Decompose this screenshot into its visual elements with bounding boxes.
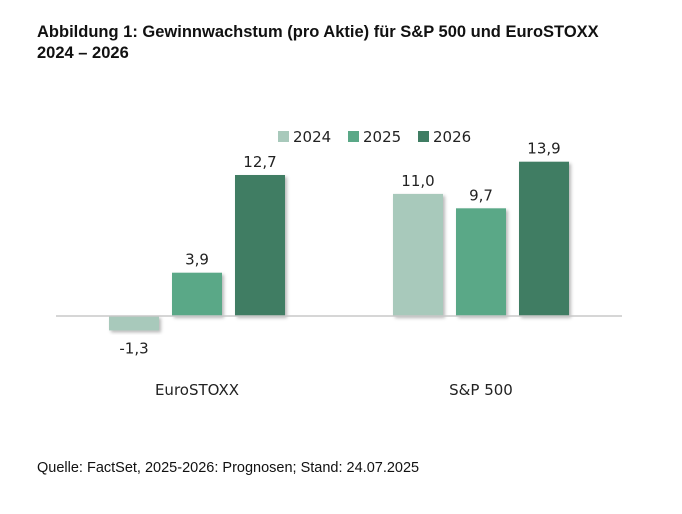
data-label-s-p-500-2025: 9,7 [469, 186, 493, 204]
chart-title-line2: 2024 – 2026 [37, 44, 129, 62]
data-label-s-p-500-2024: 11,0 [401, 172, 434, 190]
legend-swatch-2026 [418, 131, 429, 142]
chart-title-line1: Abbildung 1: Gewinnwachstum (pro Aktie) … [37, 23, 599, 41]
bar-eurostoxx-2026 [235, 175, 285, 316]
bar-eurostoxx-2025 [172, 272, 222, 316]
bar-s-p-500-2025 [456, 208, 506, 316]
legend-label-2024: 2024 [293, 128, 331, 146]
legend-label-2026: 2026 [433, 128, 471, 146]
chart-title: Abbildung 1: Gewinnwachstum (pro Aktie) … [37, 22, 667, 64]
chart-legend: 2024 2025 2026 [278, 128, 471, 146]
data-label-s-p-500-2026: 13,9 [527, 140, 560, 158]
x-axis-tick-labels: EuroSTOXX S&P 500 [155, 381, 513, 399]
data-label-eurostoxx-2025: 3,9 [185, 251, 209, 269]
source-note: Quelle: FactSet, 2025-2026: Prognosen; S… [37, 460, 420, 476]
data-label-eurostoxx-2024: -1,3 [119, 339, 148, 357]
bar-s-p-500-2026 [519, 161, 569, 316]
x-tick-label-s-p-500: S&P 500 [449, 381, 513, 399]
legend-label-2025: 2025 [363, 128, 401, 146]
legend-swatch-2025 [348, 131, 359, 142]
bar-eurostoxx-2024 [109, 316, 159, 331]
chart-bars [109, 161, 569, 331]
bar-s-p-500-2024 [393, 193, 443, 316]
legend-swatch-2024 [278, 131, 289, 142]
x-tick-label-eurostoxx: EuroSTOXX [155, 381, 239, 399]
data-labels: -1,3 3,9 12,7 11,0 9,7 13,9 [119, 140, 560, 358]
data-label-eurostoxx-2026: 12,7 [243, 153, 276, 171]
